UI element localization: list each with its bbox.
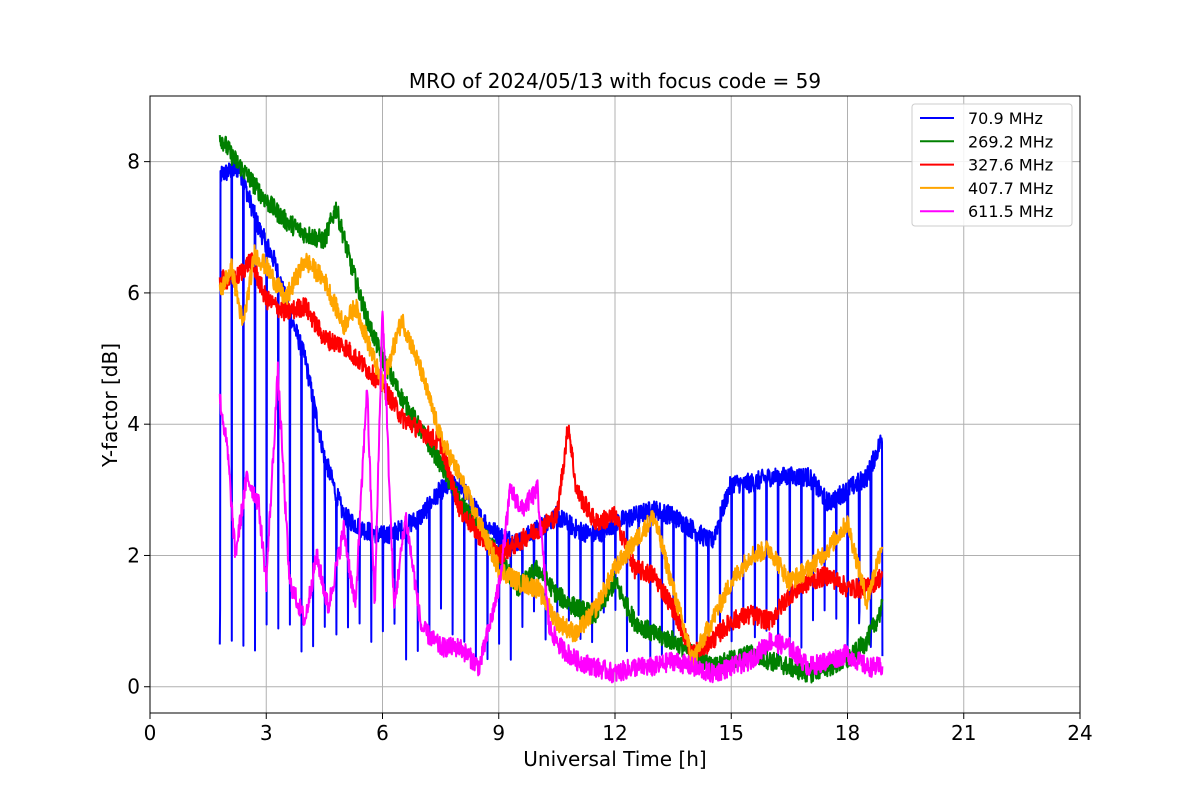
series-lines xyxy=(218,135,884,684)
x-tick-label: 15 xyxy=(719,721,744,745)
chart-title: MRO of 2024/05/13 with focus code = 59 xyxy=(409,69,821,93)
y-tick-label: 4 xyxy=(127,412,140,436)
x-tick-label: 24 xyxy=(1067,721,1092,745)
series-line xyxy=(218,244,884,670)
y-tick-label: 6 xyxy=(127,281,140,305)
legend-label: 269.2 MHz xyxy=(968,132,1053,151)
x-tick-label: 6 xyxy=(376,721,389,745)
x-tick-label: 21 xyxy=(951,721,976,745)
legend-label: 70.9 MHz xyxy=(968,109,1043,128)
y-tick-label: 0 xyxy=(127,675,140,699)
x-tick-label: 9 xyxy=(492,721,505,745)
series-line xyxy=(218,135,884,684)
series-line xyxy=(218,160,884,662)
x-tick-label: 3 xyxy=(260,721,273,745)
legend: 70.9 MHz 269.2 MHz 327.6 MHz 407.7 MHz 6… xyxy=(911,103,1073,227)
x-tick-label: 18 xyxy=(835,721,860,745)
legend-label: 407.7 MHz xyxy=(968,179,1053,198)
series-line xyxy=(218,252,883,664)
x-tick-label: 12 xyxy=(602,721,627,745)
y-tick-label: 2 xyxy=(127,543,140,567)
x-axis-label: Universal Time [h] xyxy=(523,747,706,771)
series-line xyxy=(218,310,884,684)
legend-label: 611.5 MHz xyxy=(968,202,1053,221)
y-tick-label: 8 xyxy=(127,150,140,174)
legend-label: 327.6 MHz xyxy=(968,156,1053,175)
legend-box xyxy=(911,103,1073,227)
x-tick-label: 0 xyxy=(144,721,157,745)
y-axis-label: Y-factor [dB] xyxy=(98,343,122,468)
